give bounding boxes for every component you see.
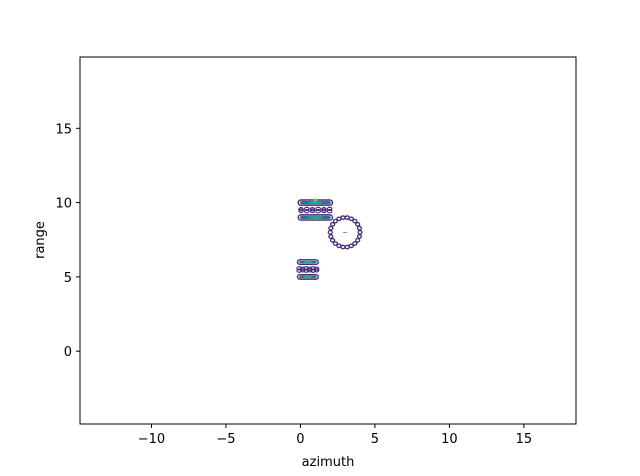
- ring-contour-dot: [355, 238, 361, 243]
- target-contour-ring: [327, 215, 363, 250]
- ring-contour-dot: [355, 221, 361, 227]
- y-tick-label: 5: [64, 271, 72, 286]
- ring-contour-dot: [356, 225, 363, 231]
- ring-contour-dot: [357, 229, 363, 235]
- ring-contour-dot: [328, 234, 334, 239]
- contour-level-low: [297, 214, 334, 221]
- contour-level-high: [303, 260, 313, 264]
- contour-sidelobe: [303, 209, 310, 214]
- ring-contour-dot: [328, 225, 334, 231]
- x-tick-label: 0: [296, 432, 304, 447]
- x-tick-label: 5: [371, 432, 379, 447]
- contour-sidelobe: [309, 207, 316, 212]
- ring-contour-dot: [329, 238, 336, 243]
- contour-level-peak: [313, 198, 318, 202]
- contour-sidelobe: [326, 206, 333, 212]
- x-tick-label: −10: [138, 432, 165, 447]
- y-axis-label: range: [33, 221, 48, 259]
- contour-sidelobe: [321, 208, 327, 214]
- contour-level-high: [307, 201, 323, 204]
- contour-sidelobe: [313, 268, 320, 273]
- target-contour-bar: [297, 206, 334, 221]
- ring-contour-dot: [332, 218, 339, 224]
- y-tick-label: 15: [55, 122, 72, 137]
- contour-level-low: [296, 273, 320, 280]
- target-contour-bar: [296, 259, 320, 273]
- x-axis-label: azimuth: [302, 455, 355, 470]
- contour-sidelobe: [313, 266, 320, 271]
- contour-sidelobe: [298, 208, 304, 214]
- x-axis: −10 −5 0 5 10 15: [138, 424, 532, 447]
- contour-level-high: [303, 275, 313, 279]
- contour-sidelobe: [303, 206, 310, 212]
- ring-contour-dot: [336, 243, 342, 249]
- ring-contour-dot: [348, 216, 354, 222]
- plot-area: [296, 198, 363, 280]
- x-tick-label: 15: [516, 432, 533, 447]
- contour-level-high: [307, 216, 323, 219]
- x-tick-label: −5: [216, 432, 235, 447]
- contour-sidelobe: [315, 206, 321, 212]
- y-tick-label: 0: [64, 345, 72, 360]
- x-tick-label: 10: [441, 432, 458, 447]
- y-axis: 0 5 10 15: [55, 122, 80, 360]
- ring-contour-dot: [352, 218, 358, 224]
- contour-sidelobe: [309, 208, 316, 214]
- axes-frame: [79, 56, 577, 425]
- ring-contour-dot: [329, 221, 336, 227]
- target-contour-bar: [296, 266, 320, 280]
- contour-sidelobe: [315, 209, 321, 214]
- contour-level-low: [296, 259, 320, 265]
- contour-sidelobe: [326, 209, 333, 214]
- ring-contour-dot: [327, 229, 333, 235]
- contour-sidelobe: [298, 207, 304, 212]
- y-tick-label: 10: [55, 197, 72, 212]
- target-contour-bar: [297, 198, 334, 214]
- contour-sidelobe: [321, 207, 327, 212]
- ring-contour-dot: [352, 241, 358, 246]
- ring-contour-dot: [332, 241, 339, 246]
- ring-contour-dot: [356, 234, 363, 239]
